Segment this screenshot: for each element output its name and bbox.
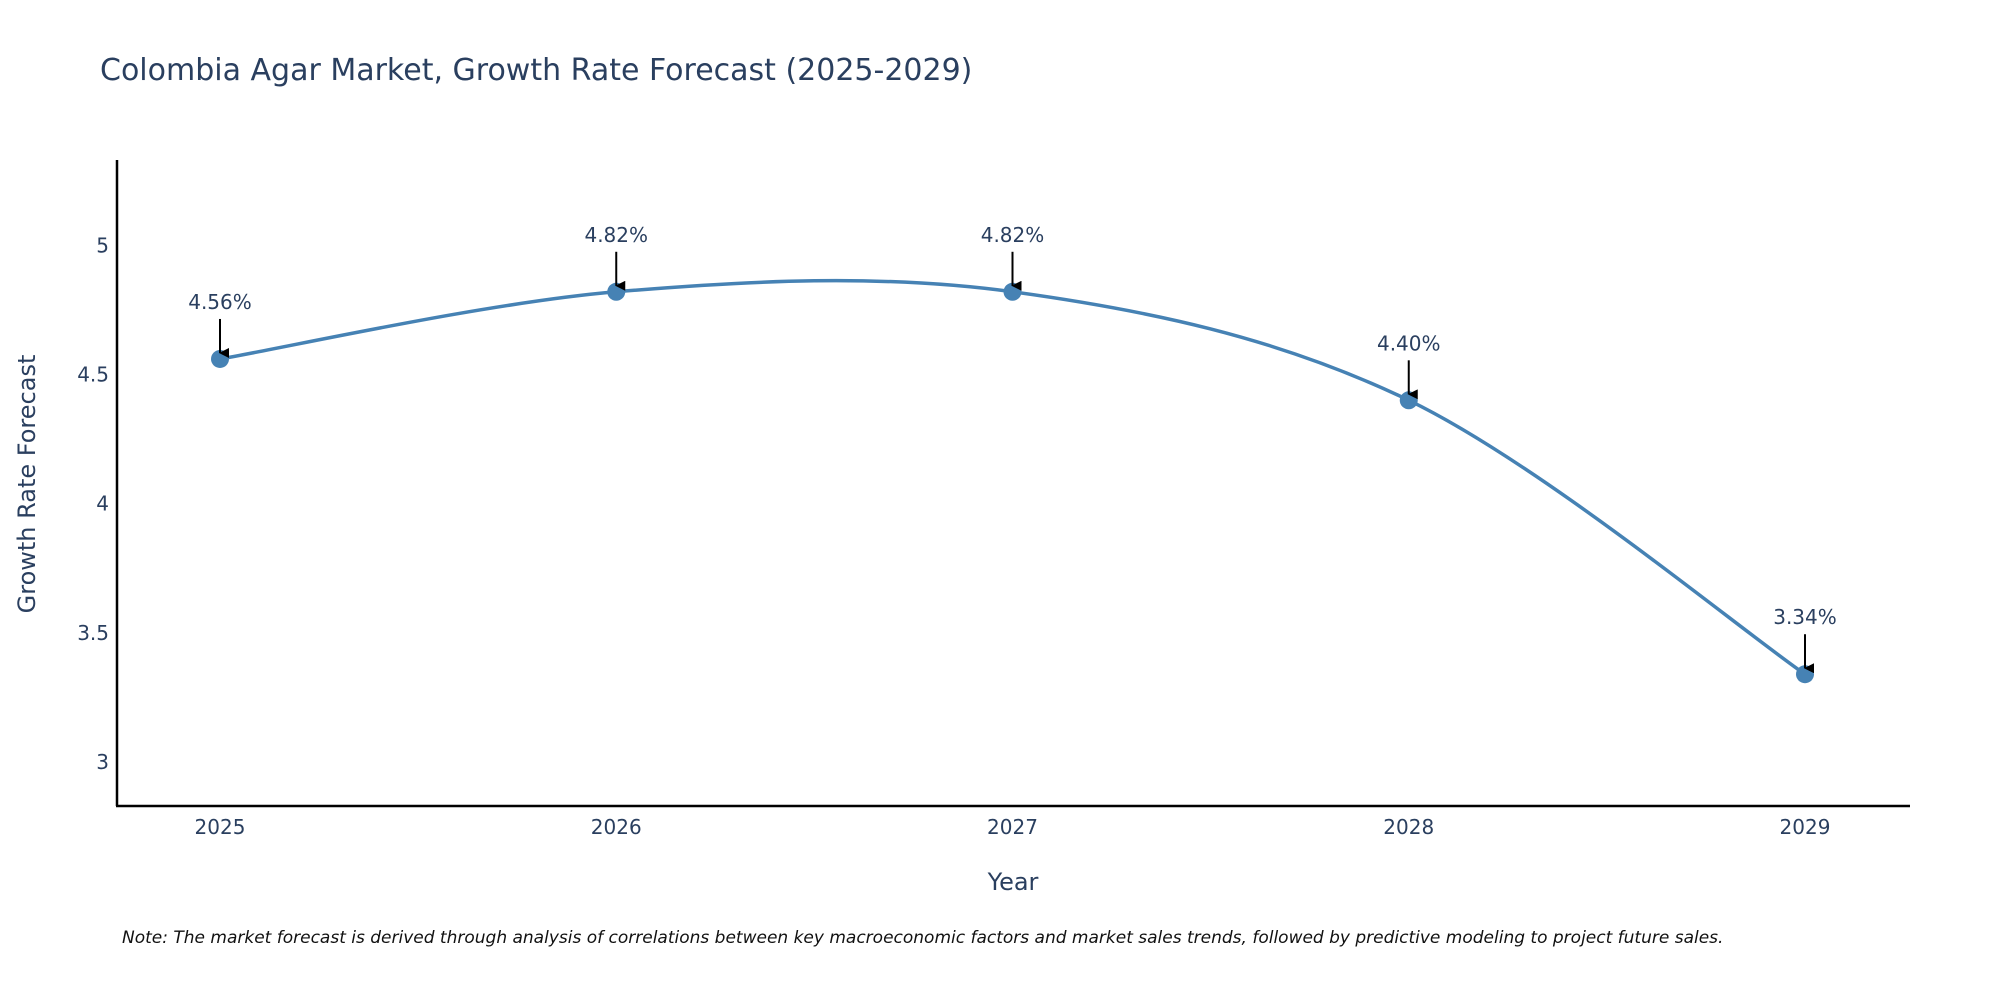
data-label: 4.56% xyxy=(188,290,252,314)
x-tick-label: 2025 xyxy=(195,815,246,839)
data-label: 3.34% xyxy=(1773,605,1837,629)
chart-title: Colombia Agar Market, Growth Rate Foreca… xyxy=(100,53,972,88)
series-line xyxy=(219,278,1806,676)
x-tick-label: 2026 xyxy=(591,815,642,839)
x-axis-title: Year xyxy=(987,868,1039,896)
y-tick-label: 4 xyxy=(96,492,109,516)
y-axis-title: Growth Rate Forecast xyxy=(13,355,41,614)
data-points xyxy=(211,282,1814,684)
y-ticks: 3 3.5 4 4.5 5 xyxy=(77,233,109,774)
y-tick-label: 3 xyxy=(96,750,109,774)
y-tick-label: 3.5 xyxy=(77,621,109,645)
data-label: 4.82% xyxy=(981,223,1045,247)
data-label: 4.82% xyxy=(584,223,648,247)
x-tick-label: 2028 xyxy=(1383,815,1434,839)
y-tick-label: 4.5 xyxy=(77,362,109,386)
data-label: 4.40% xyxy=(1377,331,1441,355)
axes xyxy=(115,160,1910,808)
x-tick-label: 2029 xyxy=(1780,815,1831,839)
footnote: Note: The market forecast is derived thr… xyxy=(122,928,1723,948)
annotations: 4.56% 4.82% 4.82% 4.40% 3.34% xyxy=(188,223,1837,674)
x-ticks: 2025 2026 2027 2028 2029 xyxy=(195,815,1831,839)
y-tick-label: 5 xyxy=(96,233,109,257)
x-tick-label: 2027 xyxy=(987,815,1038,839)
